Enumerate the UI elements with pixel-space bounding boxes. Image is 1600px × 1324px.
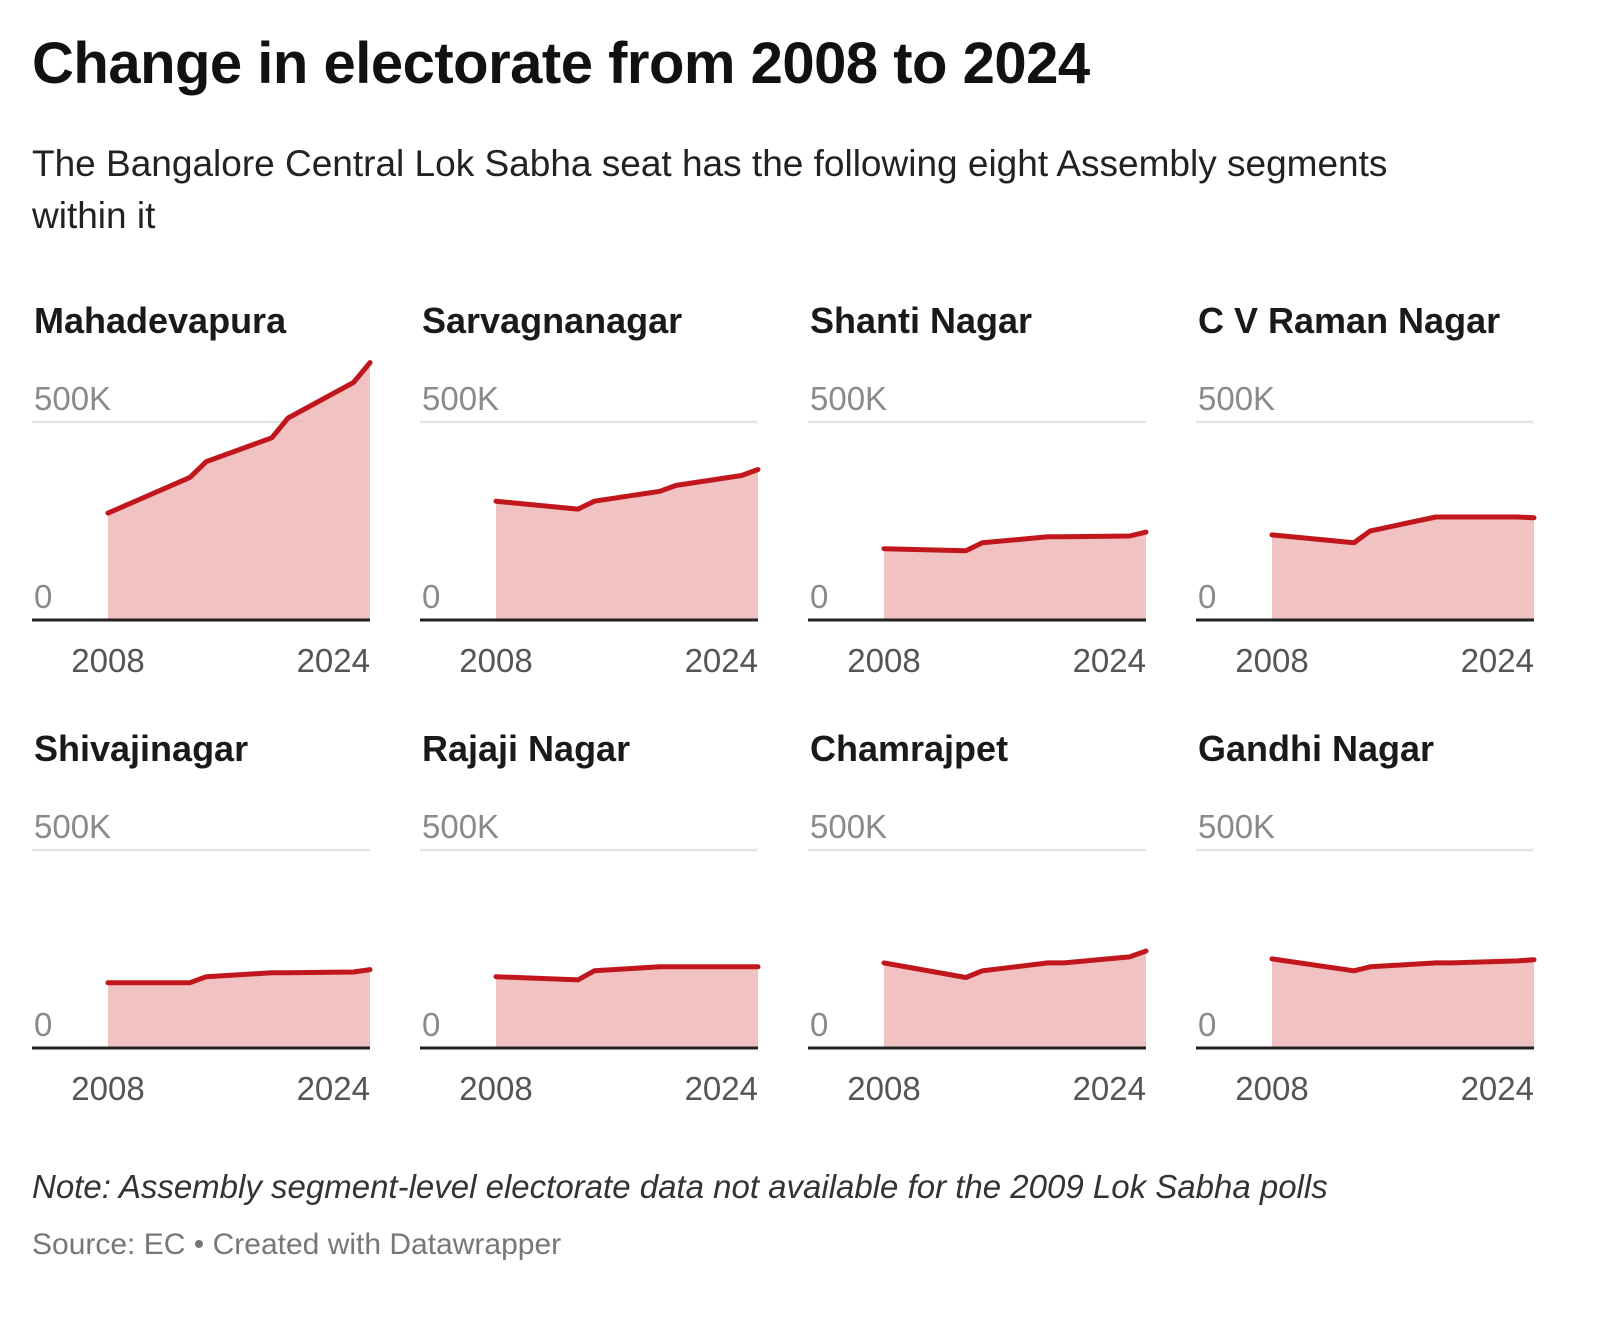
chart-title: Change in electorate from 2008 to 2024	[32, 31, 1090, 96]
x-tick-label: 2024	[1073, 1070, 1146, 1107]
panel-title: Sarvagnanagar	[422, 300, 683, 341]
series-line	[1269, 956, 1537, 974]
x-tick-label: 2024	[1461, 642, 1534, 679]
x-tick-label: 2024	[1461, 1070, 1534, 1107]
y-tick-label: 0	[422, 1006, 440, 1043]
area-chart: 0 500K 2008 2024	[808, 808, 1149, 1107]
x-tick-label: 2008	[459, 1070, 532, 1107]
source-separator: •	[193, 1228, 205, 1261]
panel-title: Shanti Nagar	[810, 300, 1033, 341]
y-tick-label: 0	[1198, 578, 1216, 615]
area-fill	[496, 469, 758, 620]
area-fill	[884, 532, 1146, 620]
area-fill	[496, 966, 758, 1048]
chart-source: Source: EC • Created with Datawrapper	[32, 1228, 561, 1262]
panel-title: C V Raman Nagar	[1198, 300, 1501, 341]
panel-chamrajpet: Chamrajpet 0 500K 2008 2024	[808, 728, 1149, 1128]
panel-title: Gandhi Nagar	[1198, 728, 1435, 769]
datawrapper-credit: Created with Datawrapper	[212, 1228, 562, 1261]
panel-mahadevapura: Mahadevapura 0 500K 2008 2024	[32, 300, 373, 700]
area-chart: 0 500K 2008 2024	[1196, 808, 1537, 1107]
panel-shivajinagar: Shivajinagar 0 500K 2008 2024	[32, 728, 373, 1128]
chart-note: Note: Assembly segment-level electorate …	[32, 1168, 1328, 1205]
chart-subtitle: The Bangalore Central Lok Sabha seat has…	[32, 143, 1388, 236]
area-fill	[1272, 958, 1534, 1048]
x-tick-label: 2024	[297, 642, 370, 679]
area-chart: 0 500K 2008 2024	[420, 808, 761, 1107]
area-fill	[108, 362, 370, 620]
x-tick-label: 2008	[459, 642, 532, 679]
area-chart: 0 500K 2008 2024	[420, 380, 761, 679]
y-tick-label: 500K	[422, 808, 499, 845]
y-tick-label: 500K	[1198, 380, 1275, 417]
series-line	[105, 360, 373, 516]
series-line	[493, 964, 761, 983]
source-label: Source:	[32, 1228, 136, 1261]
x-tick-label: 2008	[1235, 1070, 1308, 1107]
series-line	[493, 467, 761, 512]
y-tick-label: 500K	[34, 808, 111, 845]
panel-gandhi-nagar: Gandhi Nagar 0 500K 2008 2024	[1196, 728, 1537, 1128]
x-tick-label: 2024	[1073, 642, 1146, 679]
y-tick-label: 0	[34, 1006, 52, 1043]
series-line	[881, 948, 1149, 980]
x-tick-label: 2008	[1235, 642, 1308, 679]
area-chart: 0 500K 2008 2024	[1196, 380, 1537, 679]
x-tick-label: 2008	[71, 642, 144, 679]
series-line	[881, 529, 1149, 554]
x-tick-label: 2024	[685, 642, 758, 679]
y-tick-label: 0	[810, 1006, 828, 1043]
y-tick-label: 0	[810, 578, 828, 615]
x-tick-label: 2008	[847, 642, 920, 679]
area-chart: 0 500K 2008 2024	[808, 380, 1149, 679]
x-tick-label: 2024	[297, 1070, 370, 1107]
y-tick-label: 0	[422, 578, 440, 615]
panel-title: Chamrajpet	[810, 728, 1009, 769]
panel-title: Rajaji Nagar	[422, 728, 631, 769]
x-tick-label: 2008	[71, 1070, 144, 1107]
panel-c-v-raman-nagar: C V Raman Nagar 0 500K 2008 2024	[1196, 300, 1537, 700]
y-tick-label: 500K	[810, 808, 887, 845]
area-chart: 0 500K 2008 2024	[32, 360, 373, 679]
x-tick-label: 2008	[847, 1070, 920, 1107]
series-line	[105, 967, 373, 986]
panel-title: Mahadevapura	[34, 300, 287, 341]
area-fill	[1272, 517, 1534, 620]
panel-sarvagnanagar: Sarvagnanagar 0 500K 2008 2024	[420, 300, 761, 700]
panel-shanti-nagar: Shanti Nagar 0 500K 2008 2024	[808, 300, 1149, 700]
panel-title: Shivajinagar	[34, 728, 249, 769]
y-tick-label: 500K	[1198, 808, 1275, 845]
y-tick-label: 500K	[34, 380, 111, 417]
area-chart: 0 500K 2008 2024	[32, 808, 373, 1107]
source-value: EC	[143, 1228, 186, 1261]
panel-rajaji-nagar: Rajaji Nagar 0 500K 2008 2024	[420, 728, 761, 1128]
y-tick-label: 0	[34, 578, 52, 615]
x-tick-label: 2024	[685, 1070, 758, 1107]
series-line	[1269, 514, 1537, 546]
y-tick-label: 500K	[810, 380, 887, 417]
y-tick-label: 500K	[422, 380, 499, 417]
y-tick-label: 0	[1198, 1006, 1216, 1043]
area-fill	[108, 969, 370, 1048]
